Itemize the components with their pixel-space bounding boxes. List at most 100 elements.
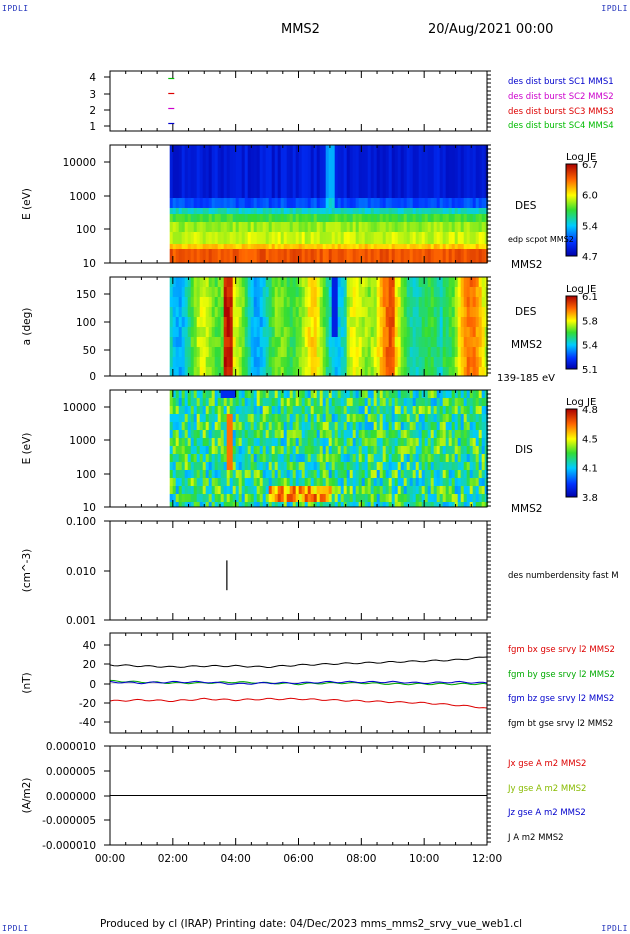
des-energy-pixel xyxy=(316,249,321,263)
des-pitch-pixel xyxy=(223,307,228,317)
des-pitch-pixel xyxy=(481,317,486,327)
dis-energy-pixel xyxy=(484,438,489,446)
des-energy-pixel xyxy=(247,249,252,263)
dis-energy-pixel xyxy=(223,470,228,478)
dis-energy-pixel xyxy=(331,502,336,507)
dis-energy-pixel xyxy=(397,502,402,507)
des-pitch-pixel xyxy=(205,347,210,357)
des-energy-pixel xyxy=(460,232,465,244)
dis-energy-pixel xyxy=(205,430,210,438)
des-energy-pixel xyxy=(223,208,228,214)
des-pitch-pixel xyxy=(370,337,375,347)
dis-energy-pixel xyxy=(448,470,453,478)
dis-energy-pixel xyxy=(199,454,204,462)
dis-energy-pixel xyxy=(193,406,198,414)
dis-energy-pixel xyxy=(265,398,270,406)
des-pitch-pixel xyxy=(322,337,327,347)
des-energy-pixel xyxy=(364,208,369,214)
des-energy-pixel xyxy=(370,198,375,208)
dis-energy-pixel xyxy=(265,438,270,446)
dis-energy-pixel xyxy=(226,422,231,430)
des-pitch-pixel xyxy=(244,287,249,297)
dis-energy-pixel xyxy=(307,414,312,422)
des-energy-pixel xyxy=(247,208,252,214)
dis-energy-pixel xyxy=(337,390,342,398)
colorbar-title: Log JE xyxy=(566,152,596,163)
des-energy-pixel xyxy=(328,244,333,249)
dis-energy-pixel xyxy=(196,446,201,454)
dis-energy-pixel xyxy=(337,446,342,454)
dis-energy-pixel xyxy=(292,494,297,502)
des-energy-pixel xyxy=(217,244,222,249)
dis-energy-pixel xyxy=(361,494,366,502)
dis-energy-pixel xyxy=(325,414,330,422)
des-pitch-pixel xyxy=(217,367,222,376)
dis-energy-pixel xyxy=(367,454,372,462)
dis-energy-pixel xyxy=(334,502,339,507)
dis-energy-pixel xyxy=(415,414,420,422)
dis-energy-pixel xyxy=(367,486,372,494)
dis-energy-pixel xyxy=(403,478,408,486)
des-pitch-pixel xyxy=(475,367,480,376)
dis-energy-pixel xyxy=(397,486,402,494)
dis-energy-pixel xyxy=(283,398,288,406)
des-pitch-pixel xyxy=(247,297,252,307)
des-energy-pixel xyxy=(370,214,375,222)
dis-energy-pixel xyxy=(385,414,390,422)
dis-energy-pixel xyxy=(271,454,276,462)
des-pitch-pixel xyxy=(424,337,429,347)
dis-energy-pixel xyxy=(436,430,441,438)
des-pitch-pixel xyxy=(361,367,366,376)
des-pitch-pixel xyxy=(373,287,378,297)
des-energy-pixel xyxy=(385,249,390,263)
spacecraft-label: MMS2 xyxy=(511,259,542,271)
dis-energy-pixel xyxy=(223,430,228,438)
dis-energy-pixel xyxy=(256,502,261,507)
des-pitch-pixel xyxy=(205,367,210,376)
des-pitch-pixel xyxy=(337,297,342,307)
dis-energy-pixel xyxy=(277,406,282,414)
dis-energy-pixel xyxy=(484,470,489,478)
dis-energy-pixel xyxy=(391,470,396,478)
dis-energy-pixel xyxy=(448,390,453,398)
des-pitch-pixel xyxy=(181,317,186,327)
des-energy-pixel xyxy=(289,249,294,263)
dis-energy-pixel xyxy=(427,446,432,454)
des-pitch-pixel xyxy=(211,277,216,287)
des-pitch-pixel xyxy=(307,287,312,297)
field-legend-label: fgm bz gse srvy l2 MMS2 xyxy=(508,694,614,704)
des-pitch-pixel xyxy=(418,317,423,327)
dis-energy-pixel xyxy=(190,422,195,430)
des-energy-pixel xyxy=(481,232,486,244)
des-pitch-pixel xyxy=(481,287,486,297)
dis-energy-pixel xyxy=(220,414,225,422)
des-energy-pixel xyxy=(373,145,378,198)
des-energy-pixel xyxy=(430,222,435,232)
des-pitch-pixel xyxy=(340,357,345,367)
dis-energy-pixel xyxy=(385,446,390,454)
dis-energy-pixel xyxy=(460,398,465,406)
dis-energy-pixel xyxy=(451,398,456,406)
des-energy-pixel xyxy=(169,232,174,244)
des-pitch-pixel xyxy=(484,287,489,297)
des-pitch-pixel xyxy=(229,367,234,376)
dis-energy-pixel xyxy=(274,422,279,430)
des-energy-pixel xyxy=(286,208,291,214)
des-pitch-pixel xyxy=(409,347,414,357)
dis-energy-pixel xyxy=(223,486,228,494)
dis-energy-pixel xyxy=(181,478,186,486)
spacecraft-label: MMS2 xyxy=(511,339,542,351)
des-pitch-pixel xyxy=(349,357,354,367)
dis-energy-pixel xyxy=(199,446,204,454)
dis-energy-pixel xyxy=(424,486,429,494)
dis-energy-pixel xyxy=(427,470,432,478)
des-energy-pixel xyxy=(400,145,405,198)
des-pitch-pixel xyxy=(442,327,447,337)
des-energy-pixel xyxy=(283,208,288,214)
dis-energy-pixel xyxy=(406,478,411,486)
dis-energy-pixel xyxy=(352,462,357,470)
dis-energy-pixel xyxy=(472,454,477,462)
des-pitch-pixel xyxy=(433,357,438,367)
des-pitch-pixel xyxy=(214,367,219,376)
des-pitch-pixel xyxy=(307,317,312,327)
